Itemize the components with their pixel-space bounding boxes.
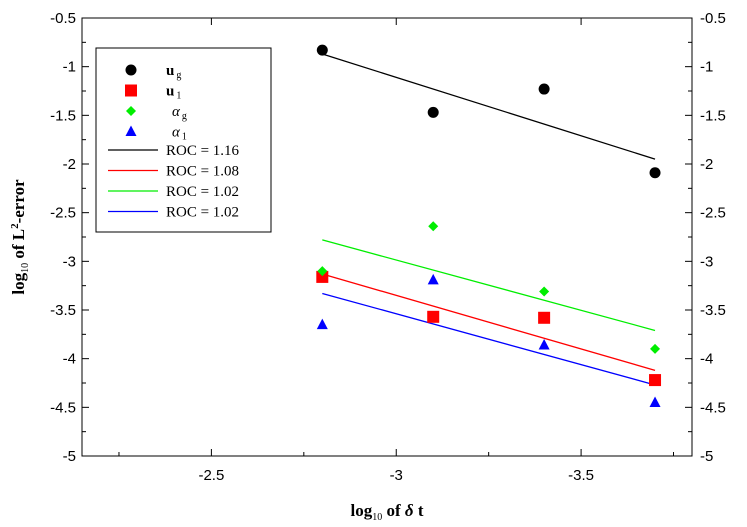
data-point-u-g — [649, 167, 661, 179]
legend-label-main: u — [166, 84, 174, 100]
legend-marker-alpha-1 — [125, 125, 137, 136]
fit-line — [322, 53, 656, 160]
data-point-u-g — [316, 44, 328, 56]
y-tick-label-left: -3 — [63, 253, 76, 270]
legend-label-sub: g — [176, 70, 181, 81]
y-tick-label-left: -2 — [63, 156, 76, 173]
y-tick-label-right: -3 — [700, 253, 713, 270]
y-tick-label-left: -1.5 — [50, 107, 76, 124]
data-point-u-1 — [427, 310, 440, 323]
y-tick-label-right: -2.5 — [700, 205, 726, 222]
data-point-alpha-g — [428, 221, 439, 232]
data-point-alpha-1 — [649, 396, 661, 407]
y-tick-label-right: -2 — [700, 156, 713, 173]
data-point-u-g — [538, 83, 550, 95]
x-tick-label: -3 — [390, 467, 403, 484]
legend-marker-u-g — [125, 64, 137, 76]
y-tick-label-left: -2.5 — [50, 205, 76, 222]
y-tick-label-right: -5 — [700, 448, 713, 465]
fit-line — [322, 292, 656, 386]
y-tick-label-left: -1 — [63, 59, 76, 76]
y-tick-label-right: -1.5 — [700, 107, 726, 124]
fit-lines — [322, 53, 656, 386]
y-tick-label-left: -4 — [63, 351, 76, 368]
legend-label-sub: 1 — [176, 91, 181, 102]
legend-fit-label: ROC = 1.02 — [166, 205, 239, 221]
legend-label-main: α — [172, 125, 181, 141]
data-point-u-1 — [538, 311, 551, 324]
data-point-u-1 — [316, 270, 329, 283]
legend-marker-alpha-g — [126, 106, 136, 116]
axis-ticks: -0.5 -0.5 -1 -1 -1.5 -1.5 -2 -2 -2.5 -2.5 -3 -3 -3.5… — [50, 10, 726, 484]
legend-label-main: u — [166, 63, 174, 79]
data-point-alpha-g — [650, 343, 661, 354]
y-tick-label-right: -4 — [700, 351, 713, 368]
y-tick-label-right: -3.5 — [700, 302, 726, 319]
data-point-alpha-g — [539, 286, 550, 297]
data-points — [316, 44, 662, 407]
legend-label-sub: 1 — [182, 132, 187, 143]
data-point-alpha-1 — [538, 339, 550, 350]
y-tick-label-left: -4.5 — [50, 399, 76, 416]
legend-label-sub: g — [182, 111, 187, 122]
legend-fit-label: ROC = 1.16 — [166, 143, 240, 159]
x-tick-label: -3.5 — [568, 467, 594, 484]
y-tick-label-left: -3.5 — [50, 302, 76, 319]
y-tick-label-right: -1 — [700, 59, 713, 76]
legend-fit-label: ROC = 1.08 — [166, 164, 239, 180]
y-tick-label-left: -0.5 — [50, 10, 76, 27]
fit-line — [322, 239, 656, 332]
y-tick-label-left: -5 — [63, 448, 76, 465]
y-tick-label-right: -4.5 — [700, 399, 726, 416]
legend-box — [95, 47, 272, 233]
y-tick-label-right: -0.5 — [700, 10, 726, 27]
data-point-alpha-g — [317, 266, 328, 277]
x-tick-label: -2.5 — [198, 467, 224, 484]
data-point-alpha-1 — [427, 273, 439, 285]
data-point-alpha-1 — [316, 318, 328, 330]
x-axis-title: log10 of δ t — [350, 501, 423, 523]
legend-marker-u-1 — [125, 84, 137, 97]
y-axis-title: log10 of L2-error — [9, 179, 31, 295]
fit-line — [322, 273, 656, 371]
data-point-u-1 — [649, 374, 662, 387]
legend-label-main: α — [172, 104, 181, 120]
legend-fit-label: ROC = 1.02 — [166, 184, 239, 200]
data-point-u-g — [427, 106, 439, 118]
